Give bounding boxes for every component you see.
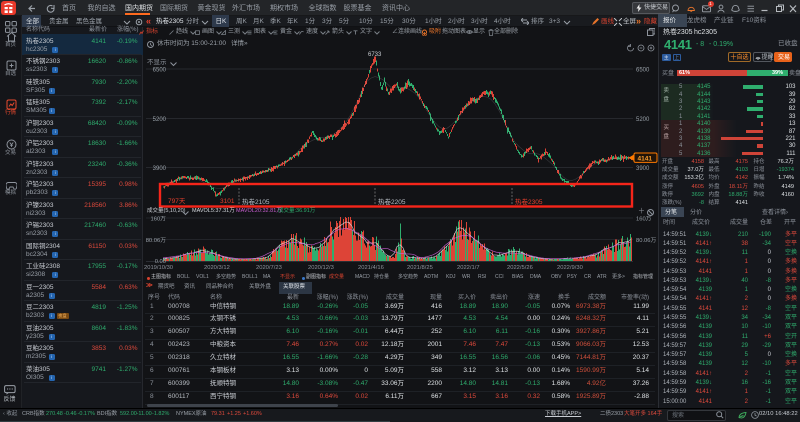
svg-text:4141: 4141 [638, 155, 653, 162]
svg-text:5200: 5200 [153, 117, 167, 123]
svg-text:2020/3/12: 2020/3/12 [204, 265, 230, 271]
svg-text:80.06万: 80.06万 [146, 237, 167, 244]
svg-text:160万: 160万 [636, 216, 652, 223]
svg-text:2021/8/25: 2021/8/25 [407, 265, 433, 271]
svg-text:热卷2205: 热卷2205 [378, 197, 406, 206]
svg-text:2019/10/30: 2019/10/30 [144, 265, 173, 271]
svg-text:热卷2105: 热卷2105 [242, 197, 270, 206]
svg-text:2020/7/23: 2020/7/23 [256, 265, 282, 271]
svg-text:160万: 160万 [151, 216, 167, 223]
svg-text:6733: 6733 [368, 52, 382, 58]
svg-text:3101: 3101 [220, 198, 235, 205]
svg-text:2022/5/26: 2022/5/26 [507, 265, 533, 271]
svg-text:3900: 3900 [153, 166, 167, 172]
svg-text:2020/12/3: 2020/12/3 [308, 265, 334, 271]
svg-text:6500: 6500 [636, 68, 650, 74]
svg-text:0.00: 0.00 [155, 259, 166, 265]
svg-text:6500: 6500 [153, 68, 167, 74]
svg-text:5200: 5200 [636, 117, 650, 123]
svg-text:3900: 3900 [636, 166, 650, 172]
svg-text:2021/4/16: 2021/4/16 [358, 265, 384, 271]
svg-text:2022/1/7: 2022/1/7 [457, 265, 480, 271]
svg-text:80.06万: 80.06万 [636, 237, 657, 244]
svg-text:2022/9/30: 2022/9/30 [557, 265, 583, 271]
svg-text:热卷2305: 热卷2305 [515, 197, 543, 206]
svg-text:797天: 797天 [168, 197, 186, 205]
